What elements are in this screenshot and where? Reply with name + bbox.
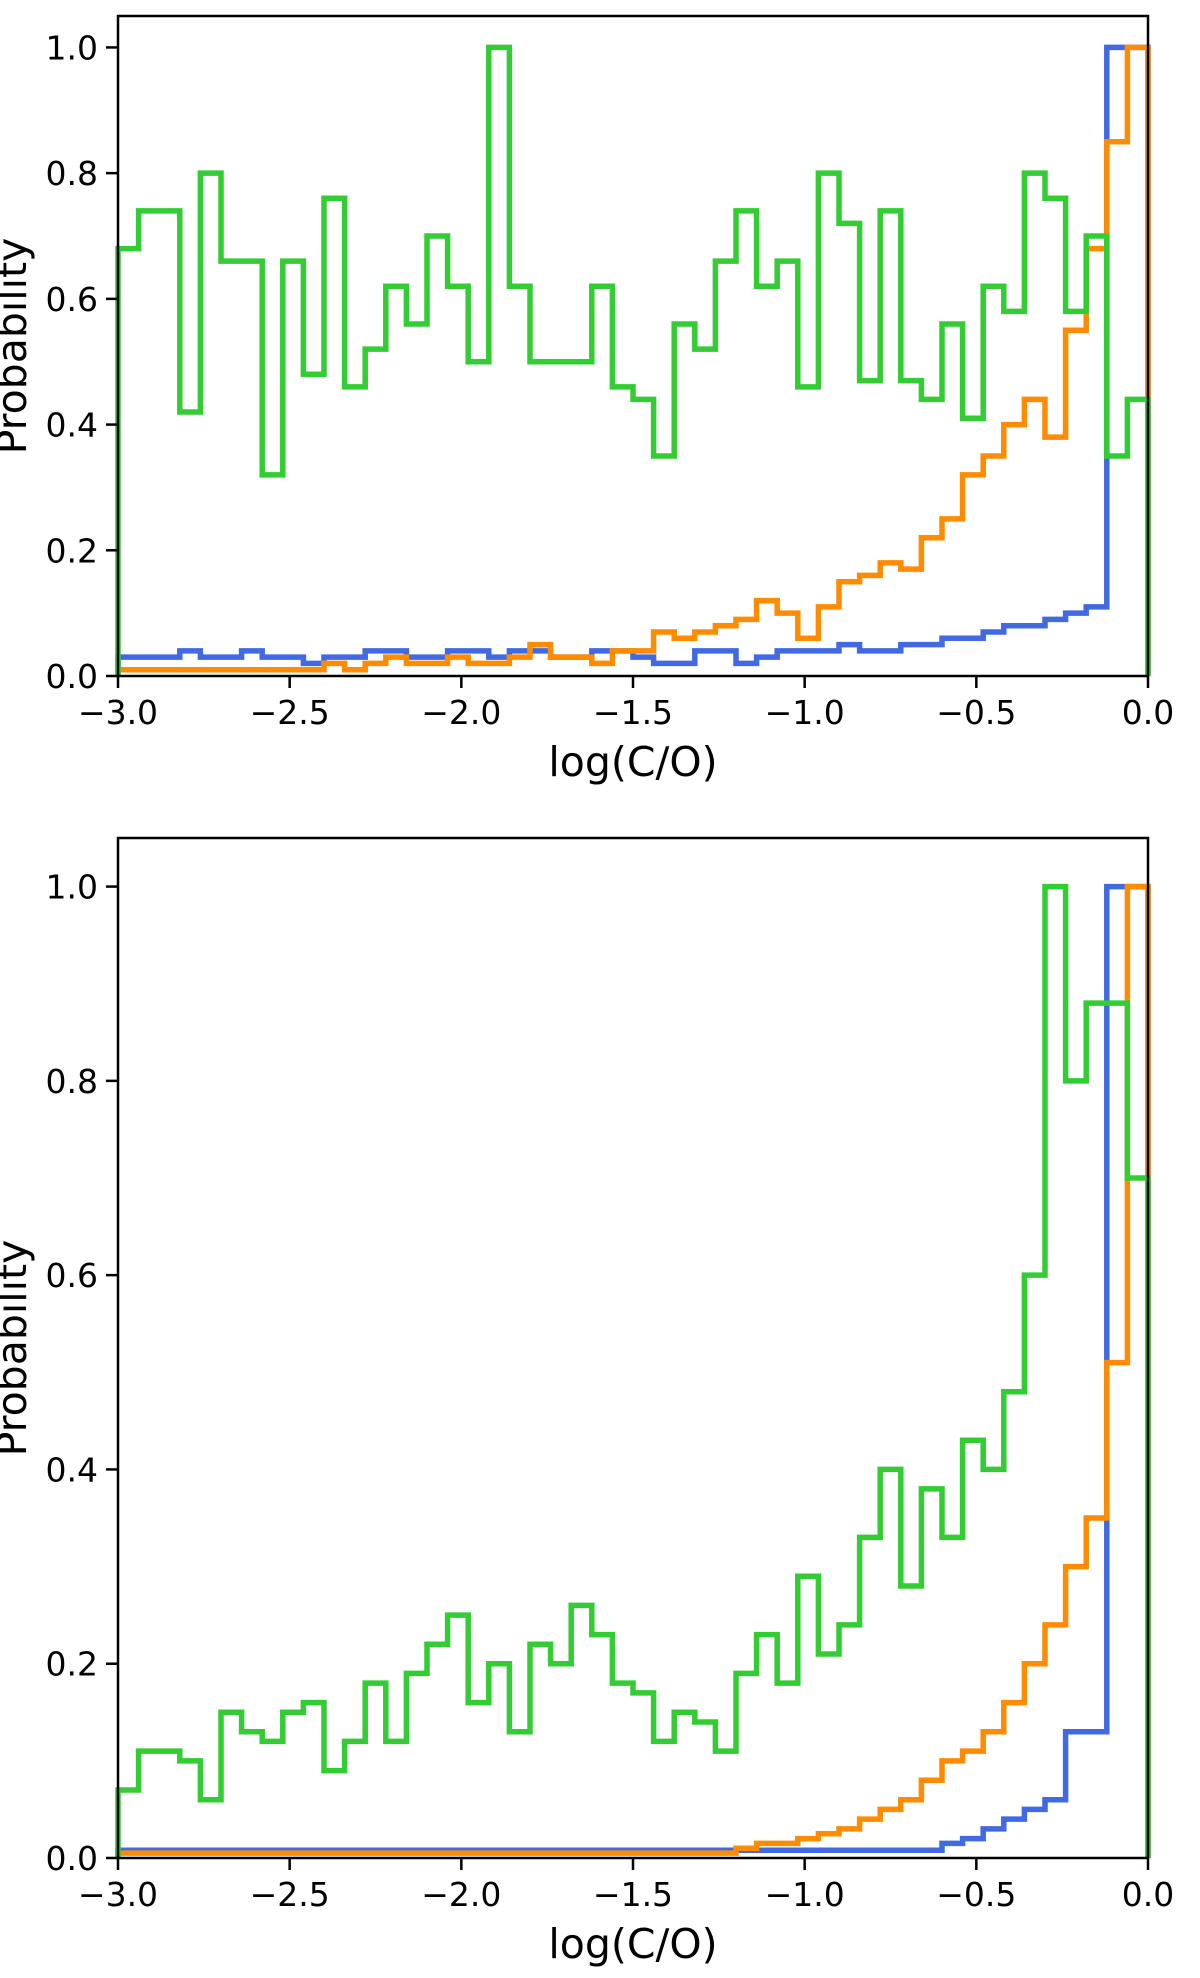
top-panel-x-tick-label: −1.5 bbox=[593, 693, 673, 732]
bottom-panel-y-tick-label: 0.6 bbox=[46, 1256, 98, 1295]
bottom-panel-series-green bbox=[115, 883, 1151, 1858]
bottom-panel-plot-frame bbox=[116, 836, 1150, 1860]
bottom-panel-x-tick-label: −1.0 bbox=[765, 1875, 845, 1914]
top-panel-y-tick-label: 0.4 bbox=[46, 406, 98, 445]
top-panel-plot-frame bbox=[116, 14, 1150, 678]
bottom-panel-x-tick-label: −2.0 bbox=[421, 1875, 501, 1914]
bottom-panel-series-orange bbox=[115, 883, 1151, 1858]
top-panel-x-tick-label: −3.0 bbox=[78, 693, 158, 732]
bottom-panel-y-axis-label: Probability bbox=[0, 1240, 36, 1457]
top-panel-series-green bbox=[115, 44, 1151, 676]
top-panel-x-tick-label: −2.5 bbox=[250, 693, 330, 732]
top-panel-y-tick-label: 1.0 bbox=[46, 28, 98, 67]
top-panel-x-tick-label: 0.0 bbox=[1122, 693, 1174, 732]
top-panel-series-blue bbox=[115, 44, 1151, 676]
top-panel-y-tick-label: 0.6 bbox=[46, 280, 98, 319]
bottom-panel-x-tick-label: 0.0 bbox=[1122, 1875, 1174, 1914]
bottom-panel-y-tick-label: 0.0 bbox=[46, 1839, 98, 1878]
top-panel-x-tick-label: −0.5 bbox=[936, 693, 1016, 732]
top-panel-x-tick-label: −1.0 bbox=[765, 693, 845, 732]
top-panel-y-tick-label: 0.8 bbox=[46, 154, 98, 193]
top-panel-x-axis-label: log(C/O) bbox=[548, 738, 717, 786]
bottom-panel-x-axis-label: log(C/O) bbox=[548, 1920, 717, 1968]
bottom-panel-y-tick-label: 0.8 bbox=[46, 1062, 98, 1101]
bottom-panel-y-tick-label: 0.2 bbox=[46, 1645, 98, 1684]
bottom-panel-y-tick-label: 1.0 bbox=[46, 868, 98, 907]
bottom-panel-x-tick-label: −1.5 bbox=[593, 1875, 673, 1914]
top-panel-y-tick-label: 0.2 bbox=[46, 531, 98, 570]
top-panel-y-axis-label: Probability bbox=[0, 238, 36, 455]
top-panel-y-tick-label: 0.0 bbox=[46, 657, 98, 696]
bottom-panel-y-tick-label: 0.4 bbox=[46, 1450, 98, 1489]
bottom-panel-x-tick-label: −2.5 bbox=[250, 1875, 330, 1914]
top-panel-x-tick-label: −2.0 bbox=[421, 693, 501, 732]
bottom-panel-series-blue bbox=[115, 883, 1151, 1858]
top-panel-series-orange bbox=[115, 44, 1151, 676]
bottom-panel-x-tick-label: −0.5 bbox=[936, 1875, 1016, 1914]
bottom-panel-x-tick-label: −3.0 bbox=[78, 1875, 158, 1914]
